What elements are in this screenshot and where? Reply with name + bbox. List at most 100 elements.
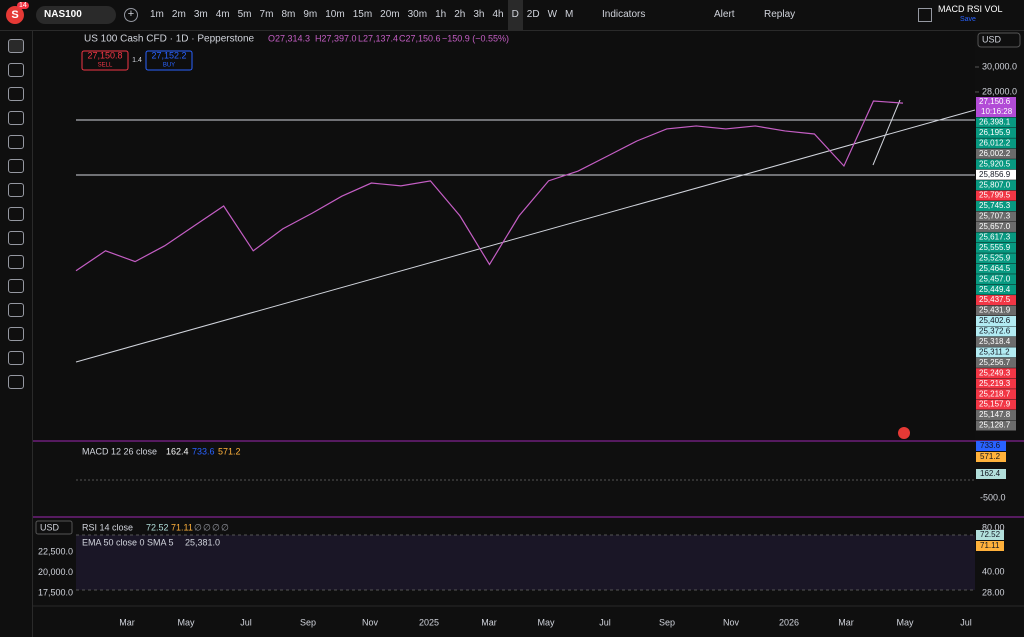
tool-icon[interactable] xyxy=(8,279,24,293)
save-button[interactable]: Save xyxy=(960,16,976,23)
price-line xyxy=(75,100,904,272)
rsi-badge xyxy=(976,541,1004,551)
price-badge xyxy=(976,253,1016,264)
timeframe-button[interactable]: 2h xyxy=(454,9,466,20)
price-badge-label: 25,311.2 xyxy=(979,347,1010,356)
timeframe-button[interactable]: M xyxy=(565,9,574,20)
legend-close: C27,150.6 xyxy=(399,33,441,43)
timeframe-button[interactable]: 9m xyxy=(303,9,318,20)
price-badge xyxy=(976,368,1016,379)
ma-label: EMA 50 close 0 SMA 5 xyxy=(82,537,174,547)
timeframe-button[interactable]: W xyxy=(547,9,558,20)
price-badge-label: 25,464.5 xyxy=(979,264,1011,273)
x-tick-label: Jul xyxy=(240,617,252,627)
trend-line xyxy=(75,109,976,363)
currency-box[interactable] xyxy=(35,520,73,535)
legend-change: −150.9 (−0.55%) xyxy=(442,33,509,43)
symbol-search[interactable]: NAS100 xyxy=(36,6,116,24)
x-tick-label: Mar xyxy=(119,617,135,627)
tool-icon[interactable] xyxy=(8,135,24,149)
timeframe-button[interactable]: 8m xyxy=(281,9,296,20)
price-badge xyxy=(976,263,1016,274)
compare-button[interactable]: + xyxy=(124,8,138,22)
timeframe-button[interactable]: 3h xyxy=(473,9,485,20)
tool-icon[interactable] xyxy=(8,63,24,77)
tool-icon[interactable] xyxy=(8,87,24,101)
price-badge-label: 26,398.1 xyxy=(979,118,1011,127)
rsi-label: RSI 14 close xyxy=(82,522,133,532)
price-badge-label: 26,195.9 xyxy=(979,128,1011,137)
right-tick-label: 28.00 xyxy=(982,587,1005,597)
timeframes: 1m 2m 3m 4m 5m 7m 8m 9m 10m 15m 20m 30m 1h 2h 3h 4h D 2D W… xyxy=(146,0,577,30)
chart-area: USD US 100 Cash CFD · 1D · Pepperstone O… xyxy=(33,31,1024,627)
sell-price: 27,150.8 xyxy=(87,50,122,60)
price-badge xyxy=(976,305,1016,316)
timeframe-button[interactable]: 15m xyxy=(352,9,373,20)
timeframe-button[interactable]: D xyxy=(507,0,523,30)
price-badge-label: 26,002.2 xyxy=(979,149,1011,158)
timeframe-button[interactable]: 2m xyxy=(171,9,186,20)
tool-icon[interactable] xyxy=(8,351,24,365)
tool-icon[interactable] xyxy=(8,207,24,221)
macd-badge xyxy=(976,469,1006,479)
timeframe-button[interactable]: 1h xyxy=(435,9,447,20)
macd-badge xyxy=(976,441,1006,451)
tool-icon[interactable] xyxy=(8,375,24,389)
tool-icon[interactable] xyxy=(8,39,24,53)
sell-label: SELL xyxy=(98,63,113,69)
timeframe-button[interactable]: 4m xyxy=(215,9,230,20)
timeframe-button[interactable]: 20m xyxy=(380,9,400,20)
price-badge xyxy=(976,295,1016,306)
price-badge xyxy=(976,410,1016,421)
tool-icon[interactable] xyxy=(8,159,24,173)
tool-icon[interactable] xyxy=(8,303,24,317)
timeframe-button[interactable]: 10m xyxy=(325,9,345,20)
tool-icon[interactable] xyxy=(8,327,24,341)
legend-open: O27,314.3 xyxy=(268,33,310,43)
price-badge xyxy=(976,357,1016,368)
rsi-badge xyxy=(976,530,1004,540)
buy-button[interactable] xyxy=(145,50,193,71)
timeframe-button[interactable]: 4h xyxy=(492,9,504,20)
x-tick-label: Nov xyxy=(723,617,740,627)
countdown: 10:16:28 xyxy=(981,107,1013,116)
timeframe-button[interactable]: 1m xyxy=(150,9,164,20)
timeframe-button[interactable]: 30m xyxy=(407,9,428,20)
macd-tick: -500.0 xyxy=(980,492,1006,502)
timeframe-button[interactable]: 7m xyxy=(259,9,274,20)
price-badge-label: 25,256.7 xyxy=(979,358,1011,367)
price-badge xyxy=(976,97,1016,107)
timeframe-button[interactable]: 3m xyxy=(193,9,208,20)
currency-box[interactable] xyxy=(977,32,1021,48)
rsi-reading: ∅ xyxy=(203,522,211,532)
layout-name[interactable]: MACD RSI VOL xyxy=(938,4,1003,14)
y-tick-label: 28,000.0 xyxy=(982,86,1017,96)
x-tick-label: May xyxy=(177,617,195,627)
tool-icon[interactable] xyxy=(8,255,24,269)
event-icon[interactable] xyxy=(898,427,910,439)
price-badge xyxy=(976,420,1016,431)
replay-button[interactable]: Replay xyxy=(764,9,796,20)
macd-reading: 571.2 xyxy=(218,446,241,456)
timeframe-button[interactable]: 5m xyxy=(237,9,252,20)
price-badge-label: 25,555.9 xyxy=(979,243,1011,252)
legend-high: H27,397.0 xyxy=(315,33,357,43)
alert-button[interactable]: Alert xyxy=(714,9,735,20)
sell-button[interactable] xyxy=(81,50,129,71)
price-badge-label: 25,218.7 xyxy=(979,389,1011,398)
tool-icon[interactable] xyxy=(8,183,24,197)
avatar[interactable]: S xyxy=(6,6,24,24)
tool-icon[interactable] xyxy=(8,231,24,245)
tool-icon[interactable] xyxy=(8,111,24,125)
price-badge-label: 25,402.6 xyxy=(979,316,1011,325)
y-tick-label: 30,000.0 xyxy=(982,61,1017,71)
x-tick-label: Nov xyxy=(362,617,379,627)
macd-reading: 162.4 xyxy=(166,446,189,456)
macd-label: MACD 12 26 close xyxy=(82,446,157,456)
price-badge-label: 25,437.5 xyxy=(979,295,1011,304)
main-pane xyxy=(33,31,975,441)
timeframe-button[interactable]: 2D xyxy=(526,9,540,20)
macd-badge-label: 162.4 xyxy=(980,469,1001,478)
macd-reading: 733.6 xyxy=(192,446,215,456)
indicators-button[interactable]: Indicators xyxy=(602,9,646,20)
